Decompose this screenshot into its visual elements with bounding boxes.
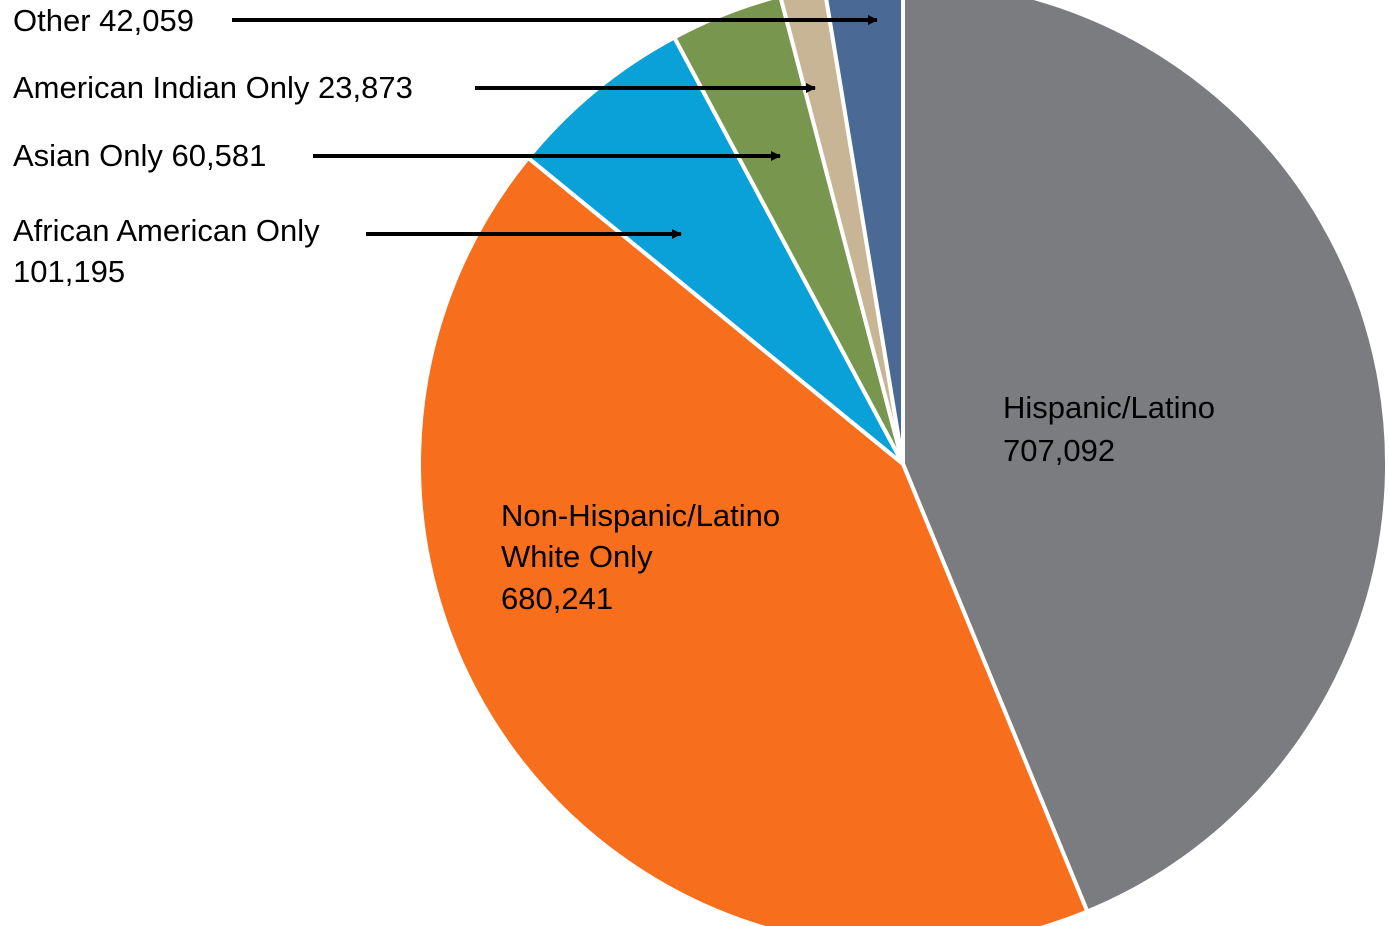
label-other-name: Other bbox=[13, 3, 91, 38]
slice-hispanic bbox=[901, 0, 1389, 914]
label-other: Other 42,059 bbox=[13, 3, 194, 38]
label-white-line1: Non-Hispanic/Latino bbox=[501, 498, 780, 533]
label-american-indian-value: 23,873 bbox=[318, 70, 413, 105]
label-asian-name: Asian Only bbox=[13, 138, 163, 173]
label-white-line2: White Only bbox=[501, 539, 653, 574]
slice-other bbox=[824, 0, 905, 466]
value-african-american: 101,195 bbox=[13, 254, 125, 289]
label-american-indian-name: American Indian Only bbox=[13, 70, 310, 105]
value-hispanic: 707,092 bbox=[1003, 433, 1115, 468]
value-white: 680,241 bbox=[501, 581, 613, 616]
slice-asian bbox=[672, 0, 905, 466]
pie-slices bbox=[417, 0, 1389, 926]
slice-amind bbox=[779, 0, 905, 466]
label-american-indian: American Indian Only 23,873 bbox=[13, 70, 413, 105]
label-asian-value: 60,581 bbox=[172, 138, 267, 173]
label-other-value: 42,059 bbox=[99, 3, 194, 38]
label-african-american: African American Only bbox=[13, 213, 320, 248]
label-hispanic: Hispanic/Latino bbox=[1003, 390, 1215, 425]
slice-white bbox=[417, 155, 1090, 926]
label-asian: Asian Only 60,581 bbox=[13, 138, 266, 173]
slice-african bbox=[526, 35, 905, 466]
